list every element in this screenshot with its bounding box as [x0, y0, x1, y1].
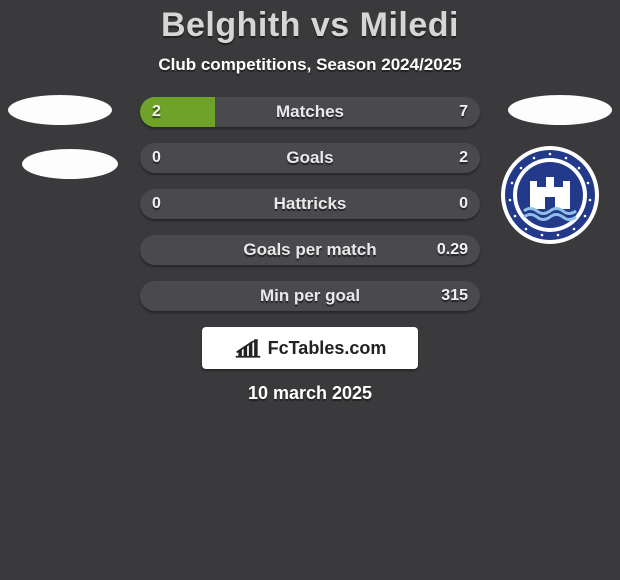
stat-value-right: 315	[429, 281, 480, 311]
page-subtitle: Club competitions, Season 2024/2025	[0, 55, 620, 75]
stat-value-left: 0	[140, 189, 173, 219]
stat-value-right: 0.29	[425, 235, 480, 265]
stat-value-left	[140, 235, 164, 265]
stat-row: 0.29Goals per match	[140, 235, 480, 265]
snapshot-date: 10 march 2025	[0, 383, 620, 404]
stat-value-right: 2	[447, 143, 480, 173]
stat-rows: 27Matches02Goals00Hattricks0.29Goals per…	[140, 97, 480, 327]
stat-row: 315Min per goal	[140, 281, 480, 311]
stat-row: 0 2Goals	[140, 143, 480, 173]
brand-badge: FcTables.com	[202, 327, 418, 369]
player-right-avatar-placeholder	[508, 95, 612, 125]
club-right-badge	[500, 145, 600, 245]
comparison-infographic: Belghith vs Miledi Club competitions, Se…	[0, 0, 620, 580]
stat-label: Goals	[140, 143, 480, 173]
stat-row: 27Matches	[140, 97, 480, 127]
stat-value-left	[140, 281, 164, 311]
stat-value-left: 2	[140, 97, 173, 127]
brand-text: FcTables.com	[268, 338, 387, 359]
stat-row: 0 0Hattricks	[140, 189, 480, 219]
player-left-avatar-placeholder	[8, 95, 112, 125]
stat-value-right: 7	[447, 97, 480, 127]
club-left-badge-placeholder	[22, 149, 118, 179]
bar-chart-icon	[234, 337, 262, 359]
page-title: Belghith vs Miledi	[0, 0, 620, 45]
stat-label: Hattricks	[140, 189, 480, 219]
stat-value-left: 0	[140, 143, 173, 173]
stat-value-right: 0	[447, 189, 480, 219]
